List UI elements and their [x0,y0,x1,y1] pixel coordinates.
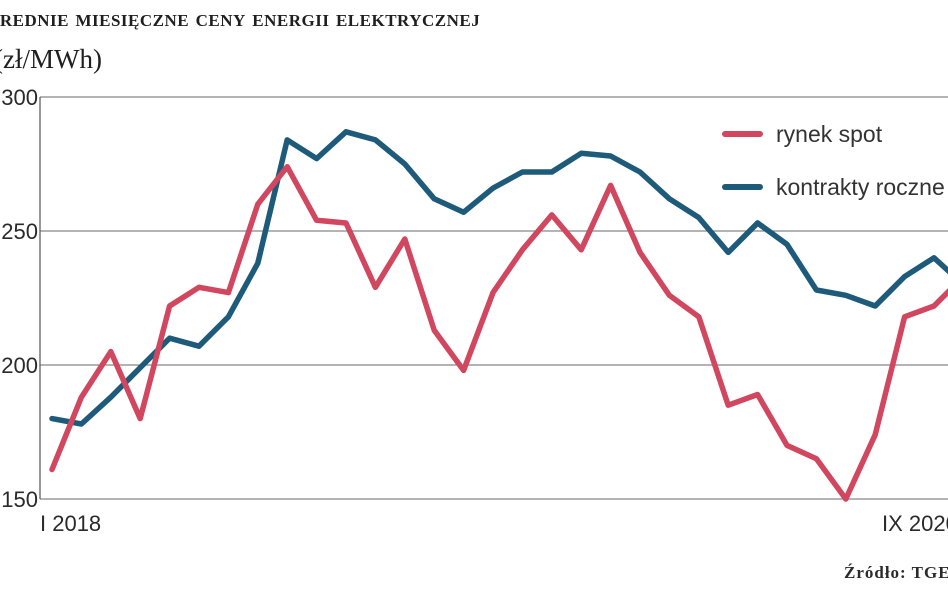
legend: rynek spot kontrakty roczne [722,121,945,200]
y-tick-label-150: 150 [1,487,38,512]
series-line-rynek-spot [49,163,948,502]
chart-title: Średnie miesięczne ceny energii elektryc… [0,6,481,32]
grid-layer [40,96,948,500]
y-tick-label-250: 250 [1,219,38,244]
axis-layer: 150 200 250 300 I 2018 IX 2020 [1,85,948,536]
source-note: Źródło: TGE [844,563,948,582]
series-layer [49,129,948,502]
unit-label: (zł/MWh) [0,44,102,74]
legend-label-kontrakty-roczne: kontrakty roczne [776,174,945,200]
y-tick-label-300: 300 [1,85,38,110]
legend-label-rynek-spot: rynek spot [776,121,883,147]
x-tick-label-start: I 2018 [40,511,101,536]
x-tick-label-end: IX 2020 [882,511,948,536]
series-line-kontrakty-roczne [49,129,948,427]
y-tick-label-200: 200 [1,353,38,378]
